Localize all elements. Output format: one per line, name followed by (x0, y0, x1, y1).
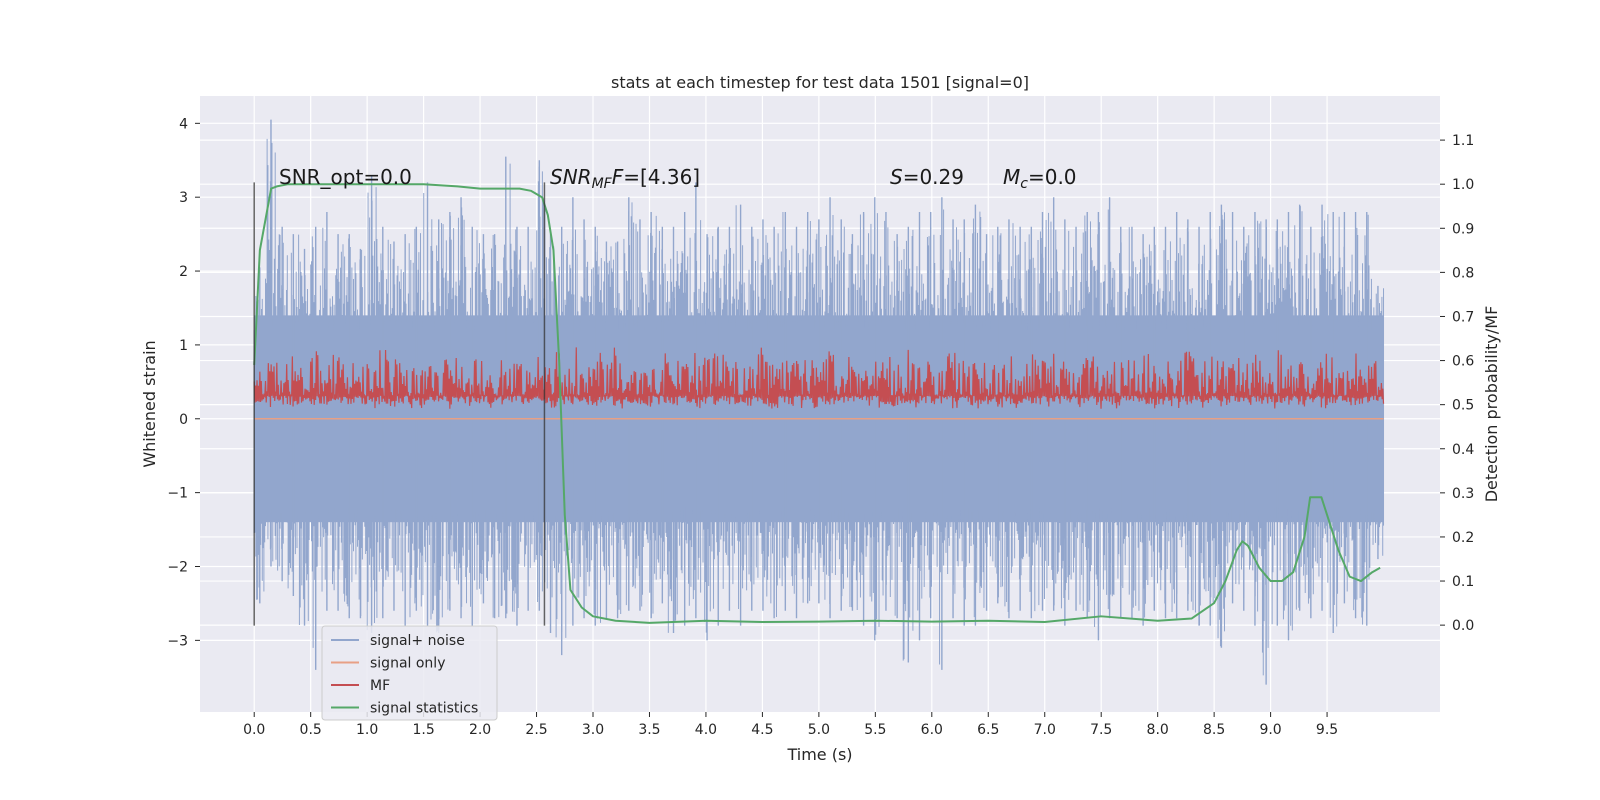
y-right-tick-label: 0.0 (1452, 618, 1474, 634)
series-signal-statistics (253, 183, 1381, 624)
legend-label-signal-only: signal only (370, 656, 445, 672)
y-left-tick-label: 0 (179, 412, 188, 428)
x-tick-label: 6.5 (977, 722, 999, 738)
x-tick-label: 4.5 (751, 722, 773, 738)
x-tick-label: 7.0 (1034, 722, 1056, 738)
x-tick-label: 3.0 (582, 722, 604, 738)
annotation-snr-mf-main: SNR (550, 165, 592, 189)
y-left-tick-label: 2 (179, 264, 188, 280)
y-left-tick-label: 4 (179, 116, 188, 132)
y-right-tick-label: 0.1 (1452, 574, 1474, 590)
series-mf (253, 347, 1385, 409)
chart-title: stats at each timestep for test data 150… (611, 73, 1029, 92)
annotation-s-value: =0.29 (903, 165, 964, 189)
y-right-tick-label: 1.0 (1452, 177, 1474, 193)
x-axis-label: Time (s) (786, 745, 852, 764)
y-right-tick-label: 0.7 (1452, 309, 1474, 325)
annotation-s-main: S (890, 165, 903, 189)
vertical-markers (253, 182, 546, 626)
annotation-mc-sub: c (1020, 176, 1028, 192)
x-tick-label: 9.0 (1259, 722, 1281, 738)
x-tick-label: 8.0 (1147, 722, 1169, 738)
x-tick-label: 0.5 (300, 722, 322, 738)
annotation-mc-value: =0.0 (1028, 165, 1077, 189)
annotation-s: S=0.29 (890, 165, 964, 189)
y-left-tick-label: −3 (167, 633, 188, 649)
y-left-tick-label: −2 (167, 559, 188, 575)
annotation-mc-main: M (1003, 165, 1020, 189)
series-layer (253, 119, 1385, 685)
y-right-tick-label: 0.4 (1452, 442, 1474, 458)
x-tick-label: 7.5 (1090, 722, 1112, 738)
y-right-tick-label: 1.1 (1452, 133, 1474, 149)
annotation-snr-mf-value: =[4.36] (623, 165, 700, 189)
annotation-snr-mf-sub: MF (592, 176, 613, 192)
x-tick-label: 1.5 (412, 722, 434, 738)
annotation-snr-mf-f: F (612, 165, 624, 189)
tick-labels: 0.0 0.5 1.0 1.5 2.0 2.5 3.0 3.5 4.0 4.5 5.0 5.5 6.0 6… (167, 116, 1474, 738)
annotation-mc: Mc=0.0 (1003, 165, 1077, 192)
y-left-tick-label: −1 (167, 486, 188, 502)
legend-label-mf: MF (370, 678, 390, 694)
x-tick-label: 9.5 (1316, 722, 1338, 738)
y-right-tick-label: 0.9 (1452, 221, 1474, 237)
annotation-snr-mf: SNRMFF=[4.36] (550, 165, 700, 192)
mf-line (253, 347, 1385, 409)
y-left-tick-label: 3 (179, 190, 188, 206)
x-tick-label: 2.0 (469, 722, 491, 738)
x-tick-label: 6.0 (921, 722, 943, 738)
legend-label-signal-statistics: signal statistics (370, 701, 478, 717)
y-left-tick-label: 1 (179, 338, 188, 354)
legend: signal+ noise signal only MF signal statist… (321, 625, 498, 721)
x-tick-label: 5.5 (864, 722, 886, 738)
x-tick-label: 8.5 (1203, 722, 1225, 738)
y-right-tick-label: 0.2 (1452, 530, 1474, 546)
legend-label-signal-noise: signal+ noise (370, 633, 465, 649)
x-tick-label: 2.5 (525, 722, 547, 738)
y-axis-left-label: Whitened strain (140, 340, 159, 467)
y-axis-right-label: Detection probability/MF (1482, 306, 1501, 503)
y-right-tick-label: 0.8 (1452, 265, 1474, 281)
x-tick-label: 5.0 (808, 722, 830, 738)
y-right-tick-label: 0.3 (1452, 486, 1474, 502)
x-tick-label: 3.5 (638, 722, 660, 738)
x-tick-label: 4.0 (695, 722, 717, 738)
x-tick-label: 0.0 (243, 722, 265, 738)
x-tick-label: 1.0 (356, 722, 378, 738)
annotation-snr-opt: SNR_opt=0.0 (279, 165, 412, 189)
legend-frame (321, 625, 498, 721)
y-right-tick-label: 0.5 (1452, 398, 1474, 414)
y-right-tick-label: 0.6 (1452, 354, 1474, 370)
